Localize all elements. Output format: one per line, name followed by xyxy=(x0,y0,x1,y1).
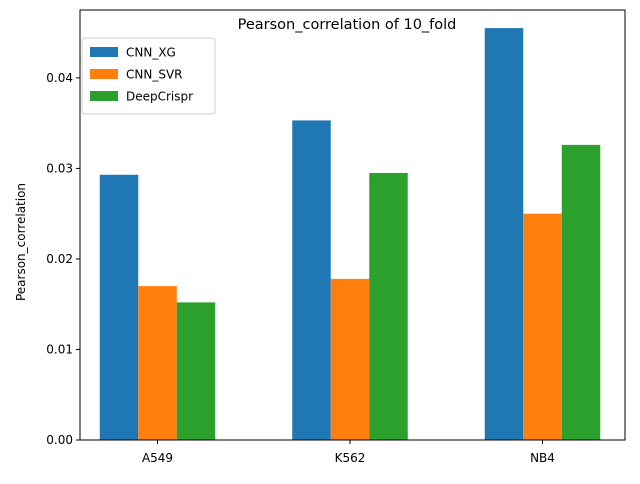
bar-DeepCrispr-A549 xyxy=(176,302,216,440)
bar-DeepCrispr-NB4 xyxy=(561,144,601,440)
x-tick-label: A549 xyxy=(142,451,173,465)
bar-CNN_XG-K562 xyxy=(292,120,331,440)
chart-title: Pearson_correlation of 10_fold xyxy=(238,17,457,33)
bar-CNN_SVR-NB4 xyxy=(523,213,562,440)
bars-layer xyxy=(99,28,601,441)
legend-swatch-DeepCrispr xyxy=(90,91,118,101)
legend-swatch-CNN_SVR xyxy=(90,69,118,79)
bar-CNN_SVR-K562 xyxy=(330,278,370,440)
y-axis-label: Pearson_correlation xyxy=(14,183,28,301)
plot-area-frame xyxy=(79,9,626,441)
legend-label-CNN_XG: CNN_XG xyxy=(126,46,176,60)
bar-CNN_SVR-A549 xyxy=(138,286,177,440)
y-tick-label: 0.04 xyxy=(46,71,73,85)
legend-label-DeepCrispr: DeepCrispr xyxy=(126,90,193,104)
legend-swatch-CNN_XG xyxy=(90,47,118,57)
legend-label-CNN_SVR: CNN_SVR xyxy=(126,68,183,82)
x-tick-label: NB4 xyxy=(530,451,555,465)
legend: CNN_XG CNN_SVR DeepCrispr xyxy=(81,37,216,115)
bar-DeepCrispr-K562 xyxy=(369,172,408,440)
bar-CNN_XG-A549 xyxy=(99,174,139,440)
y-tick-label: 0.03 xyxy=(46,161,73,175)
y-axis: 0.00 0.01 0.02 0.03 0.04 xyxy=(46,71,80,447)
bar-CNN_XG-NB4 xyxy=(484,28,524,441)
y-tick-label: 0.01 xyxy=(46,342,73,356)
y-tick-label: 0.00 xyxy=(46,433,73,447)
x-axis: A549 K562 NB4 xyxy=(142,440,555,465)
y-tick-label: 0.02 xyxy=(46,252,73,266)
x-tick-label: K562 xyxy=(335,451,366,465)
